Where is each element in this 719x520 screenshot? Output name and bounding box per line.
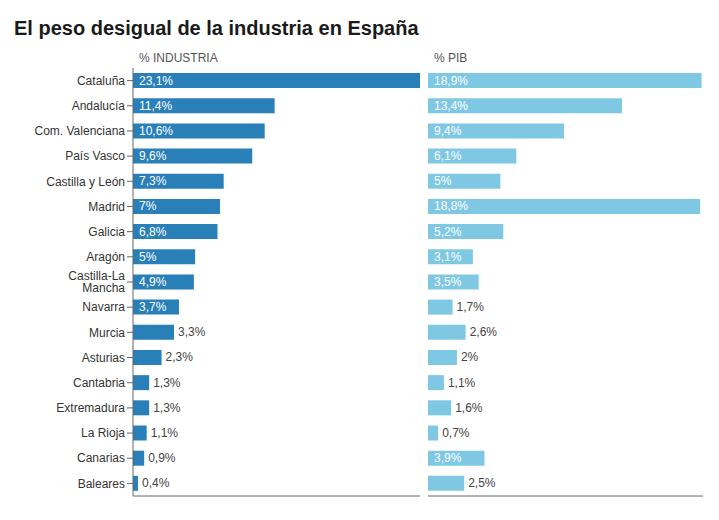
html-text:% INDUSTRIA: % INDUSTRIA (139, 51, 218, 65)
svg-text:2,3%: 2,3% (166, 350, 194, 364)
svg-text:18,8%: 18,8% (434, 199, 468, 213)
svg-text:6,1%: 6,1% (434, 149, 462, 163)
svg-text:Asturias: Asturias (82, 351, 125, 365)
svg-text:País Vasco: País Vasco (65, 149, 125, 163)
svg-text:3,3%: 3,3% (178, 325, 206, 339)
svg-text:1,3%: 1,3% (153, 376, 181, 390)
svg-text:1,1%: 1,1% (448, 376, 476, 390)
svg-text:Cataluña: Cataluña (77, 74, 125, 88)
svg-text:11,4%: 11,4% (139, 99, 172, 113)
svg-text:9,6%: 9,6% (139, 149, 167, 163)
svg-text:4,9%: 4,9% (139, 275, 167, 289)
svg-text:La Rioja: La Rioja (81, 426, 125, 440)
svg-text:Extremadura: Extremadura (56, 401, 125, 415)
svg-text:7,3%: 7,3% (139, 174, 167, 188)
svg-text:13,4%: 13,4% (434, 99, 468, 113)
svg-text:0,4%: 0,4% (142, 476, 170, 490)
svg-text:9,4%: 9,4% (434, 124, 462, 138)
svg-text:Madrid: Madrid (88, 200, 125, 214)
svg-text:18,9%: 18,9% (434, 74, 468, 88)
svg-text:7%: 7% (139, 199, 157, 213)
svg-text:Cantabria: Cantabria (73, 376, 125, 390)
svg-text:1,1%: 1,1% (151, 426, 179, 440)
html-text:El peso desigual de la industr: El peso desigual de la industria en Espa… (14, 17, 419, 39)
svg-text:3,5%: 3,5% (434, 275, 462, 289)
svg-text:6,8%: 6,8% (139, 225, 167, 239)
svg-text:Galicia: Galicia (88, 225, 125, 239)
svg-text:3,9%: 3,9% (434, 451, 462, 465)
svg-text:Com. Valenciana: Com. Valenciana (35, 124, 126, 138)
svg-text:Navarra: Navarra (82, 300, 125, 314)
svg-text:5%: 5% (139, 250, 157, 264)
svg-text:2,6%: 2,6% (470, 325, 498, 339)
svg-text:3,1%: 3,1% (434, 250, 462, 264)
svg-text:0,7%: 0,7% (442, 426, 470, 440)
svg-text:2%: 2% (461, 350, 479, 364)
svg-text:1,7%: 1,7% (457, 300, 485, 314)
svg-text:Andalucía: Andalucía (72, 99, 126, 113)
svg-text:Castilla y León: Castilla y León (46, 175, 125, 189)
svg-text:Baleares: Baleares (78, 477, 125, 491)
html-text:% PIB: % PIB (434, 51, 468, 65)
svg-text:0,9%: 0,9% (148, 451, 176, 465)
svg-text:10,6%: 10,6% (139, 124, 173, 138)
svg-text:Aragón: Aragón (86, 250, 125, 264)
svg-text:Murcia: Murcia (89, 326, 125, 340)
svg-text:5,2%: 5,2% (434, 225, 462, 239)
svg-text:Castilla-LaMancha: Castilla-LaMancha (68, 269, 125, 295)
svg-text:2,5%: 2,5% (468, 476, 496, 490)
svg-text:Canarias: Canarias (77, 451, 125, 465)
svg-text:5%: 5% (434, 174, 452, 188)
svg-text:1,6%: 1,6% (455, 401, 483, 415)
svg-text:23,1%: 23,1% (139, 74, 173, 88)
svg-text:1,3%: 1,3% (153, 401, 181, 415)
svg-text:3,7%: 3,7% (139, 300, 167, 314)
